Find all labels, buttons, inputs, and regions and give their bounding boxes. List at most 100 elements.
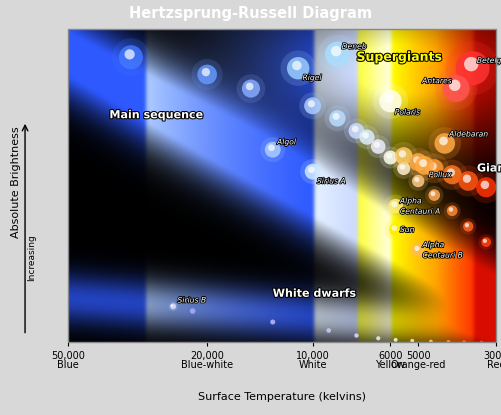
Point <box>481 181 489 188</box>
Point <box>309 168 317 175</box>
Point <box>420 162 428 168</box>
Point <box>308 166 316 173</box>
Point <box>309 103 317 109</box>
Text: Hertzsprung-Russell Diagram: Hertzsprung-Russell Diagram <box>129 6 372 21</box>
Point <box>448 171 456 178</box>
Point <box>334 51 342 57</box>
Point <box>430 165 438 172</box>
Point <box>464 178 472 184</box>
Point <box>392 337 400 343</box>
Text: Orange-red: Orange-red <box>390 361 446 371</box>
Point <box>398 151 406 157</box>
Point <box>400 153 408 159</box>
Point <box>463 175 471 182</box>
Point <box>386 98 394 105</box>
Point <box>353 127 361 134</box>
Point <box>308 100 316 107</box>
Point <box>430 165 438 172</box>
Point <box>464 178 472 184</box>
Text: Main sequence: Main sequence <box>109 110 203 120</box>
Text: Yellow: Yellow <box>375 361 405 371</box>
Point <box>247 85 255 92</box>
Text: White: White <box>299 361 327 371</box>
Point <box>467 61 475 68</box>
Point <box>439 138 447 144</box>
Point <box>463 222 471 229</box>
Text: Sirius A: Sirius A <box>317 176 346 186</box>
Text: Giants: Giants <box>477 164 501 173</box>
Point <box>169 303 177 310</box>
Point <box>374 143 382 150</box>
Point <box>441 140 449 147</box>
Point <box>430 192 438 198</box>
Text: Polaris: Polaris <box>395 107 420 117</box>
Text: Algol: Algol <box>277 137 296 146</box>
Point <box>245 83 254 90</box>
Point <box>429 163 437 170</box>
Point <box>332 48 340 54</box>
Point <box>374 335 382 342</box>
Point <box>481 238 489 244</box>
Point <box>447 169 455 176</box>
Point <box>309 103 317 109</box>
Point <box>168 302 176 309</box>
Text: Increasing: Increasing <box>28 234 37 281</box>
Text: Supergiants: Supergiants <box>357 51 441 64</box>
X-axis label: Surface Temperature (kelvins): Surface Temperature (kelvins) <box>198 392 366 402</box>
Point <box>400 165 408 172</box>
Text: Red: Red <box>486 361 501 371</box>
Text: Deneb: Deneb <box>342 42 367 51</box>
Point <box>464 223 472 230</box>
Point <box>464 223 472 230</box>
Point <box>448 171 456 178</box>
Point <box>414 247 422 253</box>
Text: Rigel: Rigel <box>303 73 322 82</box>
Point <box>202 69 210 76</box>
Point <box>448 208 456 214</box>
Point <box>269 319 277 325</box>
Point <box>386 154 394 161</box>
Point <box>398 164 406 170</box>
Point <box>127 54 135 61</box>
Point <box>392 203 400 210</box>
Point <box>408 337 416 344</box>
Point <box>385 95 393 102</box>
Point <box>429 190 437 197</box>
Point <box>392 203 400 210</box>
Text: Blue: Blue <box>57 361 79 371</box>
Point <box>294 65 302 71</box>
Point <box>269 146 277 153</box>
Point <box>353 332 361 339</box>
Point <box>414 178 422 184</box>
Point <box>293 62 301 69</box>
Point <box>126 51 134 58</box>
Point <box>247 85 255 92</box>
Point <box>373 142 381 148</box>
Point <box>430 192 438 198</box>
Point <box>414 247 422 253</box>
Point <box>460 339 468 345</box>
Point <box>468 65 476 71</box>
Point <box>414 159 422 166</box>
Point <box>452 85 460 92</box>
Point <box>385 153 393 159</box>
Point <box>363 134 371 140</box>
Point <box>400 165 408 172</box>
Point <box>325 327 333 334</box>
Point <box>468 65 476 71</box>
Point <box>351 126 359 132</box>
Point <box>448 208 456 214</box>
Text: Sun: Sun <box>400 225 414 234</box>
Text: Alpha
Centauri B: Alpha Centauri B <box>422 240 463 260</box>
Point <box>269 146 277 153</box>
Point <box>390 225 398 231</box>
Point <box>127 54 135 61</box>
Point <box>482 184 490 190</box>
Point <box>334 51 342 57</box>
Point <box>386 154 394 161</box>
Point <box>203 71 211 78</box>
Point <box>427 338 435 345</box>
Point <box>203 71 211 78</box>
Point <box>420 162 428 168</box>
Text: Sirius B: Sirius B <box>177 295 206 305</box>
